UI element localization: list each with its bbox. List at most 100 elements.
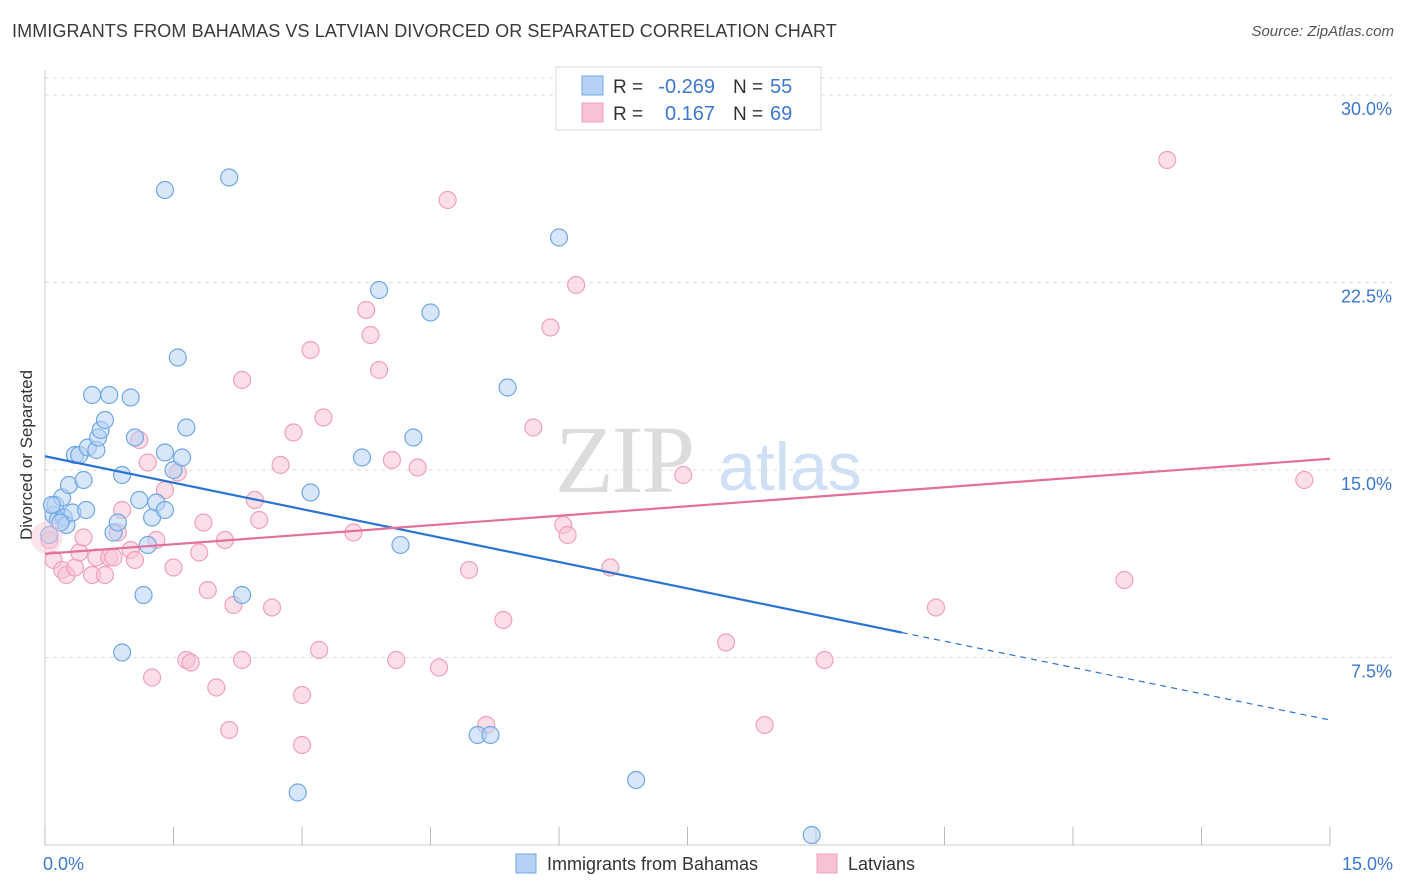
bahamas-point [288,783,307,802]
bahamas-point [164,460,183,480]
latvians-point [220,720,239,740]
latvians-point [755,715,774,735]
bahamas-point [83,385,102,405]
latvians-trend-line [44,457,1331,555]
latvians-point [95,565,115,585]
bahamas-point [74,470,93,490]
latvians-point [459,560,479,580]
latvians-point [232,650,252,670]
latvians-point [138,453,157,472]
bahamas-point [112,465,132,485]
legend-swatch [515,853,537,874]
stats-r-value: 0.167 [665,103,715,125]
y-tick-label: 22.5% [1341,287,1392,307]
stats-n-label: N = [733,104,763,125]
bahamas-point [155,500,175,520]
latvians-point [74,528,93,547]
latvians-point [1115,570,1134,590]
latvians-point [926,598,946,617]
watermark-atlas: atlas [718,429,862,505]
bahamas-point [134,585,153,605]
latvians-point [271,455,290,475]
latvians-point [207,678,226,697]
latvians-point [429,658,449,677]
bahamas-point [40,525,59,545]
latvians-point [190,543,209,562]
bahamas-point [121,388,140,407]
bahamas-point [77,500,96,520]
latvians-point [1158,150,1177,170]
stats-n-value: 55 [770,76,792,98]
latvians-point [558,525,577,545]
latvians-point [301,340,320,360]
latvians-point [541,318,560,337]
latvians-point [1295,470,1314,490]
latvians-point [357,300,376,320]
bahamas-trend-extension [901,631,1331,721]
bahamas-point [130,490,149,510]
latvians-swatch [581,102,604,123]
latvians-point [408,458,427,477]
latvians-point [438,190,457,210]
latvians-point [314,408,333,427]
latvians-point [292,735,312,755]
bahamas-point [125,428,145,447]
bahamas-point [626,770,646,790]
latvians-point [65,558,85,577]
latvians-point [284,423,303,442]
latvians-point [524,418,543,437]
bahamas-point [232,585,252,605]
legend-label: Latvians [848,854,915,874]
watermark-zip: ZIP [555,406,693,513]
bahamas-point [172,448,192,467]
x-tick-label: 15.0% [1342,854,1393,874]
bahamas-point [100,385,119,405]
latvians-point [310,640,329,660]
latvians-point [198,580,217,600]
latvians-point [370,360,389,380]
latvians-point [164,558,183,577]
bahamas-point [168,348,187,367]
latvians-point [181,653,200,672]
latvians-point [232,370,252,390]
latvians-point [250,510,269,530]
bahamas-point [391,535,410,555]
bahamas-point [802,825,821,845]
legend-label: Immigrants from Bahamas [547,854,758,874]
bahamas-point [220,168,239,187]
bahamas-point [155,180,175,200]
bahamas-point [177,418,196,437]
legend-swatch [816,853,838,874]
bahamas-point [42,495,61,515]
y-tick-label: 15.0% [1341,474,1392,494]
bahamas-point [549,228,569,247]
stats-n-label: N = [733,77,763,98]
bahamas-point [112,643,132,662]
bahamas-point [404,428,423,447]
bahamas-point [481,725,500,745]
latvians-point [104,548,123,567]
bahamas-point [301,483,320,502]
latvians-point [142,668,162,687]
bahamas-point [370,280,389,300]
y-tick-label: 7.5% [1351,662,1392,682]
latvians-point [815,650,834,670]
bahamas-point [352,448,372,467]
stats-n-value: 69 [770,103,792,125]
latvians-point [262,598,282,617]
bahamas-point [155,443,175,462]
latvians-point [567,275,586,295]
stats-r-value: -0.269 [658,76,715,98]
latvians-point [125,550,145,570]
source-label: Source: ZipAtlas.com [1251,23,1394,40]
bahamas-trend-line [44,455,902,634]
latvians-point [674,465,693,485]
bahamas-point [421,303,440,322]
x-tick-label: 0.0% [43,854,84,874]
y-tick-label: 30.0% [1341,99,1392,119]
stats-r-label: R = [613,104,643,125]
latvians-point [387,650,406,670]
latvians-point [292,685,312,705]
latvians-point [344,523,363,542]
